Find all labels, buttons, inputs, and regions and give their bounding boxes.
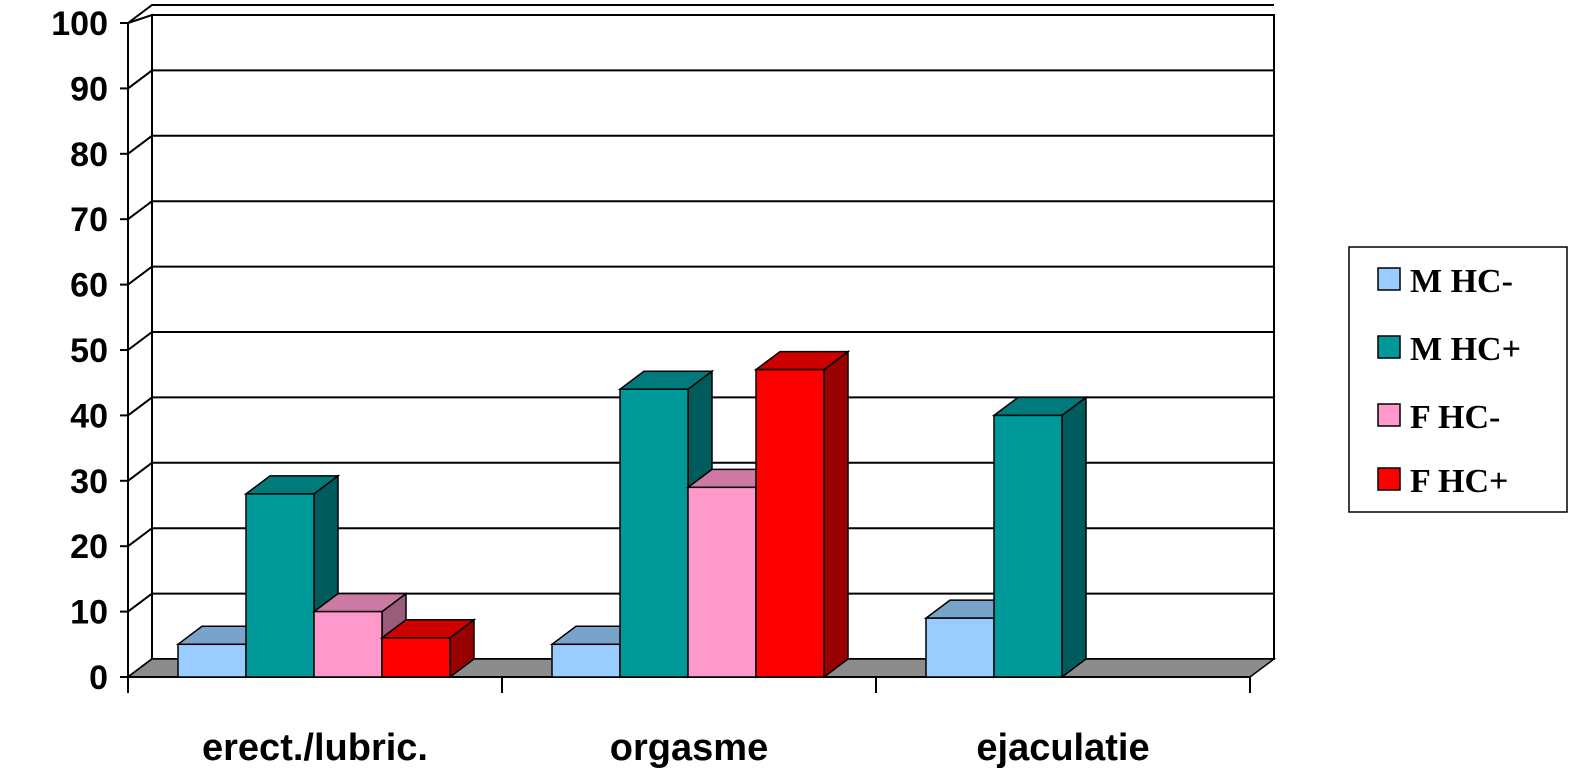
gridline [127, 527, 1274, 548]
gridline [127, 461, 1274, 482]
gridlines [127, 4, 1274, 613]
bar [379, 618, 477, 679]
y-tick-label: 90 [70, 70, 108, 108]
y-tick-label: 70 [70, 201, 108, 239]
bar-front [687, 486, 757, 678]
gridline [127, 200, 1274, 220]
gridline [127, 4, 1274, 24]
legend-swatch [1377, 403, 1401, 427]
y-tick-label: 0 [89, 659, 108, 697]
bar-front [551, 643, 621, 678]
bar-front [755, 368, 825, 678]
y-tick-label: 80 [70, 136, 108, 174]
bar-front [993, 414, 1063, 678]
x-category-label: orgasme [610, 727, 768, 769]
bar [991, 395, 1089, 679]
gridline [127, 69, 1274, 90]
legend-label: M HC+ [1410, 331, 1521, 368]
bar-side [823, 350, 849, 679]
gridline [127, 592, 1274, 613]
y-tick-label: 60 [70, 267, 108, 305]
legend-swatch [1377, 267, 1401, 291]
x-category-label: erect./lubric. [202, 727, 428, 769]
legend-label: F HC+ [1410, 463, 1508, 500]
legend-label: F HC- [1410, 399, 1500, 436]
y-axis-tick-labels: 0 10 20 30 40 50 60 70 80 90 100 [51, 5, 108, 697]
legend-swatch [1377, 335, 1401, 359]
side-wall [127, 13, 153, 679]
gridline [127, 396, 1274, 417]
y-tick-label: 20 [70, 528, 108, 566]
bar-front [245, 493, 315, 678]
bars [175, 350, 1089, 679]
bar-side [1061, 395, 1087, 679]
y-tick-label: 100 [51, 5, 108, 43]
gridline [127, 265, 1274, 286]
y-tick-label: 50 [70, 332, 108, 370]
bar-front [381, 637, 451, 678]
x-category-label: ejaculatie [976, 727, 1149, 769]
bar-front [925, 617, 995, 678]
x-axis-category-labels: erect./lubric. orgasme ejaculatie [202, 727, 1150, 769]
y-tick-label: 40 [70, 397, 108, 435]
y-tick-label: 10 [70, 594, 108, 632]
legend-swatch [1377, 467, 1401, 491]
bar [753, 350, 851, 679]
bar-front [177, 643, 247, 678]
legend: M HC- M HC+ F HC- F HC+ [1348, 246, 1568, 513]
gridline [127, 331, 1274, 351]
bar-front [313, 610, 383, 678]
bar [617, 369, 715, 679]
legend-label: M HC- [1410, 263, 1513, 300]
bar-front [619, 388, 689, 678]
gridline [127, 134, 1274, 155]
y-tick-label: 30 [70, 463, 108, 501]
